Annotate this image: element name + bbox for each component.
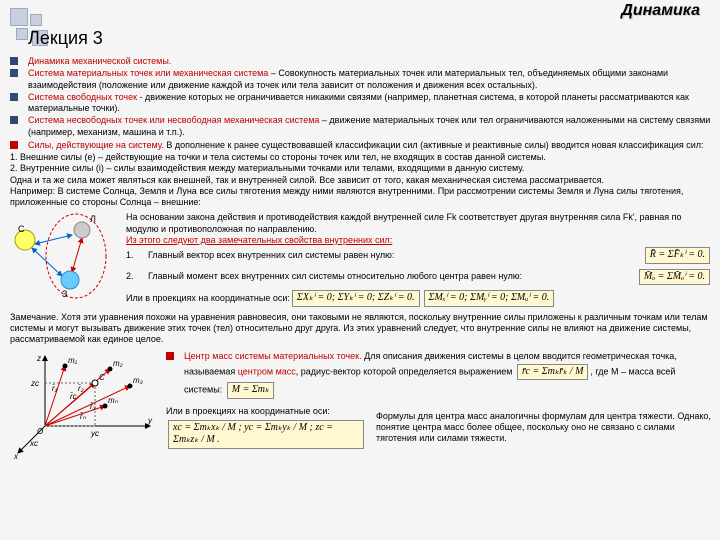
inner-proj: Или в проекциях на координатные оси: <box>126 293 290 304</box>
svg-text:m₃: m₃ <box>133 376 143 385</box>
bullet-icon <box>166 352 174 360</box>
svg-text:r̄₂: r̄₂ <box>78 384 84 393</box>
svg-text:x: x <box>13 452 19 461</box>
com-proj: Или в проекциях на координатные оси: <box>166 406 330 416</box>
bullet-item: Динамика механической системы. <box>10 56 712 67</box>
bullet-item: Система материальных точек или механичес… <box>10 68 712 91</box>
svg-text:r̄₃: r̄₃ <box>90 402 96 411</box>
svg-text:O: O <box>37 427 43 436</box>
bullet-icon <box>10 93 18 101</box>
lecture-subtitle: Лекция 3 <box>28 28 103 49</box>
bullet-icon <box>10 116 18 124</box>
forces-item1: 1. Внешние силы (e) – действующие на точ… <box>10 152 712 163</box>
forces-p2: Например: В системе Солнца, Земля и Луна… <box>10 186 712 209</box>
bullet-list: Динамика механической системы.Система ма… <box>10 56 712 138</box>
com-cm: центром масс <box>238 366 296 376</box>
formula-com-proj: xc = Σmₖxₖ / M ; yc = Σmₖyₖ / M ; zc = Σ… <box>168 420 364 449</box>
svg-text:З: З <box>62 289 67 299</box>
svg-text:y: y <box>147 416 153 425</box>
bullet-icon <box>10 141 18 149</box>
inner-item1: Главный вектор всех внутренних сил систе… <box>148 250 643 261</box>
com-side-note: Формулы для центра масс аналогичны форму… <box>366 411 712 445</box>
svg-text:Л: Л <box>90 214 96 224</box>
svg-text:mₙ: mₙ <box>108 396 119 405</box>
item1-num: 1. <box>126 250 148 261</box>
inner-lead: Из этого следуют два замечательных свойс… <box>126 235 712 246</box>
formula-main-vector: R̄ = ΣF̄ₖⁱ = 0. <box>645 247 710 264</box>
forces-item2: 2. Внутренние силы (i) – силы взаимодейс… <box>10 163 712 174</box>
bullet-text: Динамика механической системы. <box>28 56 712 67</box>
svg-text:z: z <box>36 354 41 363</box>
formula-M: M = Σmₖ <box>227 382 275 399</box>
forces-lead: Силы, действующие на систему. <box>28 140 164 150</box>
page-title: Динамика <box>621 2 700 20</box>
svg-text:m₁: m₁ <box>68 356 78 365</box>
formula-proj-forces: ΣXₖⁱ = 0; ΣYₖⁱ = 0; ΣZₖⁱ = 0. <box>292 290 420 307</box>
bullet-icon <box>10 57 18 65</box>
forces-intro: В дополнение к ранее существовавшей клас… <box>166 140 703 150</box>
bullet-icon <box>10 69 18 77</box>
bullet-text: Система свободных точек - движение котор… <box>28 92 712 115</box>
svg-text:С: С <box>18 224 25 234</box>
inner-item2: Главный момент всех внутренних сил систе… <box>148 271 637 282</box>
bullet-text: Система несвободных точек или несвободна… <box>28 115 712 138</box>
sun-earth-moon-diagram: С Л З <box>10 212 120 302</box>
svg-text:m₂: m₂ <box>113 359 123 368</box>
note-text: Замечание. Хотя эти уравнения похожи на … <box>10 312 712 346</box>
com-lead: Центр масс системы материальных точек. <box>184 351 362 361</box>
forces-p1: Одна и та же сила может являться как вне… <box>10 175 712 186</box>
bullet-item: Система свободных точек - движение котор… <box>10 92 712 115</box>
main-content: Динамика механической системы.Система ма… <box>10 56 712 461</box>
formula-proj-moments: ΣMₓⁱ = 0; ΣMᵧⁱ = 0; ΣMᵤⁱ = 0. <box>424 290 555 307</box>
diagram-row-2: m₁ m₂ m₃ mₙ Oz y x Cr̄c r̄₁ r̄₂ r̄₃r̄ₙ zc yc xc Центр… <box>10 351 712 461</box>
svg-text:xc: xc <box>29 439 38 448</box>
svg-text:r̄c: r̄c <box>70 392 77 401</box>
item2-num: 2. <box>126 271 148 282</box>
diagram-row-1: С Л З На основании закона действия и проти… <box>10 212 712 307</box>
bullet-item: Система несвободных точек или несвободна… <box>10 115 712 138</box>
svg-text:r̄ₙ: r̄ₙ <box>80 412 87 421</box>
center-of-mass-diagram: m₁ m₂ m₃ mₙ Oz y x Cr̄c r̄₁ r̄₂ r̄₃r̄ₙ zc yc xc <box>10 351 160 461</box>
formula-main-moment: M̄ₒ = ΣM̄ₒⁱ = 0. <box>639 269 710 286</box>
forces-block: Силы, действующие на систему. В дополнен… <box>10 140 712 209</box>
bullet-text: Система материальных точек или механичес… <box>28 68 712 91</box>
svg-text:C: C <box>99 373 105 382</box>
svg-text:r̄₁: r̄₁ <box>52 384 58 393</box>
formula-rc: r̄c = Σmₖr̄ₖ / M <box>517 364 588 381</box>
svg-text:zc: zc <box>30 379 39 388</box>
com-t2: , радиус-вектор которой определяется выр… <box>296 366 513 376</box>
inner-p1: На основании закона действия и противоде… <box>126 212 712 235</box>
svg-text:yc: yc <box>90 429 99 438</box>
